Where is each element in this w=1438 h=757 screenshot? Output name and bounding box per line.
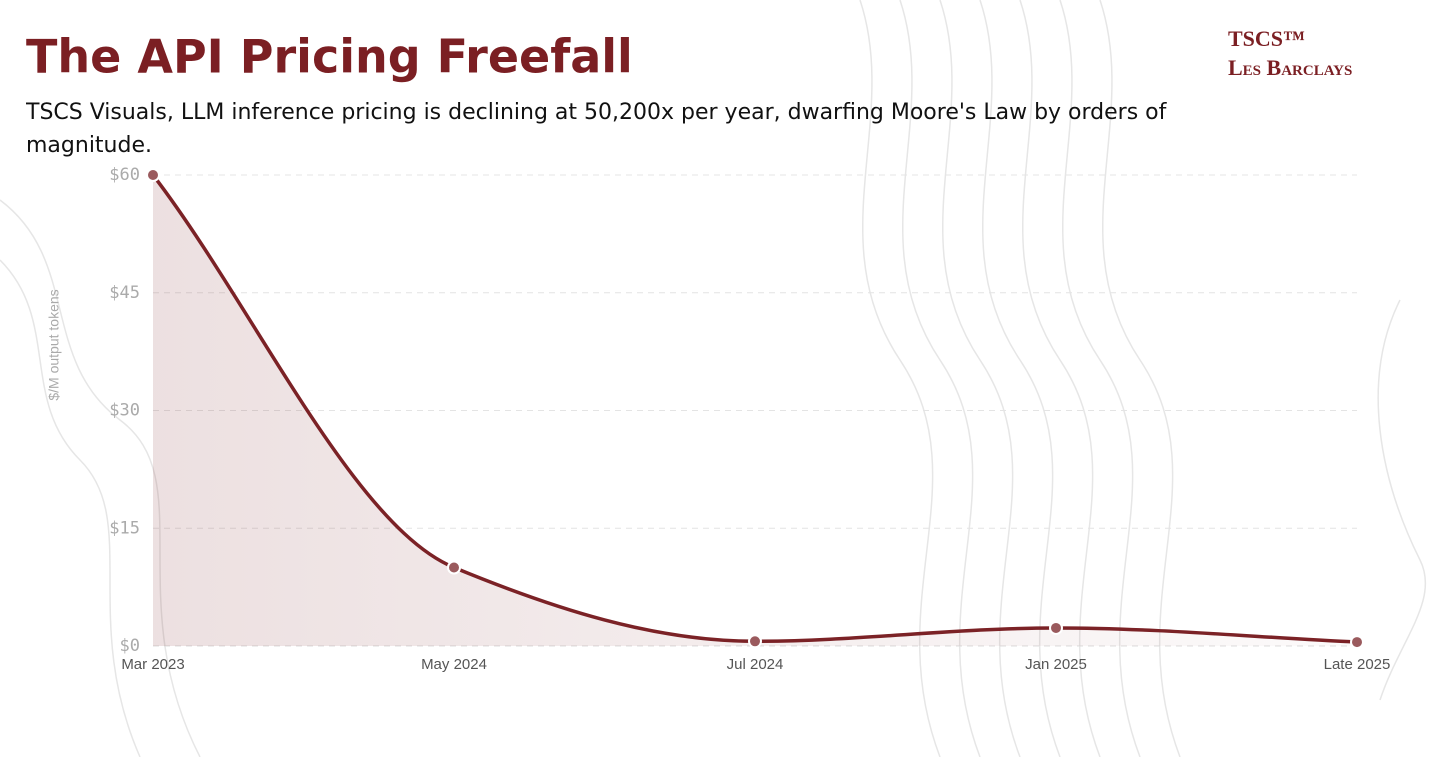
point <box>146 168 160 182</box>
x-tick-label: May 2024 <box>421 656 487 673</box>
y-tick-label: $15 <box>109 518 140 538</box>
chart-title: The API Pricing Freefall <box>26 30 633 84</box>
point <box>1049 620 1063 635</box>
x-tick-label: Mar 2023 <box>121 656 184 673</box>
line <box>151 173 1358 644</box>
x-tick-label: Late 2025 <box>1324 656 1391 673</box>
x-tick-label: Jul 2024 <box>727 656 784 673</box>
point <box>447 560 461 575</box>
y-tick-label: $0 <box>120 636 140 656</box>
brand-line: Les Barclays <box>1228 55 1352 80</box>
y-tick-label: $60 <box>109 165 140 185</box>
point <box>1350 635 1364 650</box>
y-tick-label: $45 <box>109 283 140 303</box>
subtitle-box: TSCS Visuals, LLM inference pricing is d… <box>26 100 1167 158</box>
chart-subtitle: TSCS Visuals, LLM inference pricing is d… <box>26 100 1167 158</box>
y-tick-label: $30 <box>109 401 140 421</box>
y-axis-label: $/M output tokens <box>46 289 62 400</box>
x-tick-label: Jan 2025 <box>1025 656 1087 673</box>
brand-line: TSCS™ <box>1228 26 1305 51</box>
point <box>748 634 762 649</box>
area <box>153 175 1357 646</box>
